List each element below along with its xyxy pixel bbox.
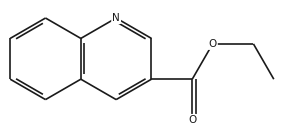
Text: O: O bbox=[208, 39, 217, 49]
Text: N: N bbox=[112, 13, 120, 23]
Text: O: O bbox=[188, 115, 196, 125]
